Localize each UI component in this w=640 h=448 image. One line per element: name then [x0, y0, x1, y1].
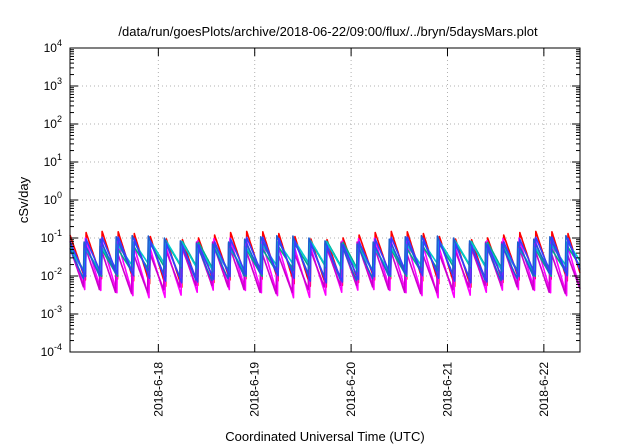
y-tick-label: 104 [44, 38, 62, 55]
y-tick-label: 103 [44, 76, 62, 93]
series-line [69, 236, 581, 284]
y-axis: 10-4 10-3 10-2 10-1 100 101 102 103 104 [41, 38, 580, 359]
x-tick-label: 2018-6-18 [151, 362, 165, 417]
y-axis-label: cSv/day [16, 176, 31, 223]
y-tick-label: 10-3 [41, 304, 62, 321]
y-tick-label: 100 [44, 190, 62, 207]
x-tick-label: 2018-6-22 [537, 362, 551, 417]
x-tick-label: 2018-6-21 [440, 362, 454, 417]
y-tick-label: 10-4 [41, 342, 62, 359]
grid [70, 48, 580, 352]
x-axis: 2018-6-18 2018-6-19 2018-6-20 2018-6-21 2018… [151, 48, 551, 417]
y-tick-label: 101 [44, 152, 62, 169]
x-axis-label: Coordinated Universal Time (UTC) [225, 429, 424, 444]
x-tick-label: 2018-6-19 [248, 362, 262, 417]
y-tick-label: 10-2 [41, 266, 62, 283]
chart-title: /data/run/goesPlots/archive/2018-06-22/0… [118, 24, 538, 39]
y-tick-label: 10-1 [41, 228, 62, 245]
series-group [69, 230, 581, 299]
y-tick-label: 102 [44, 114, 62, 131]
x-tick-label: 2018-6-20 [344, 362, 358, 417]
